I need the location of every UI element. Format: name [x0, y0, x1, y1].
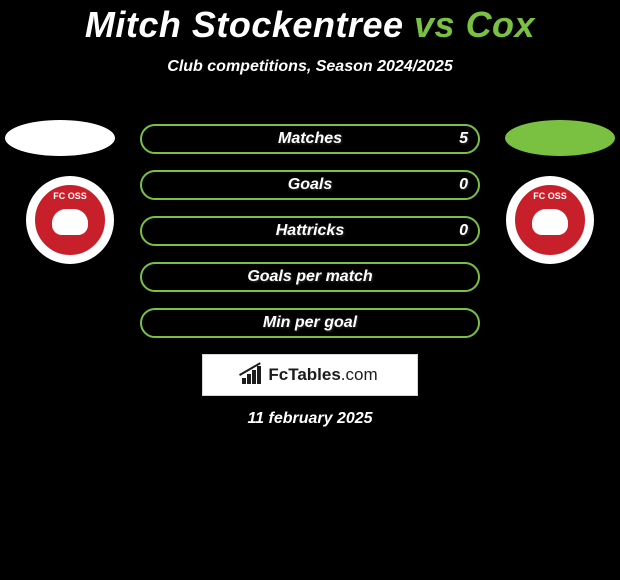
stat-row-min-per-goal: Min per goal: [140, 308, 480, 338]
subtitle: Club competitions, Season 2024/2025: [0, 58, 620, 76]
stat-right-value: 0: [459, 222, 468, 240]
stat-label: Matches: [278, 130, 342, 148]
brand-name-text: FcTables: [268, 365, 340, 384]
stat-right-value: 0: [459, 176, 468, 194]
player2-name: Cox: [466, 4, 536, 45]
comparison-title: Mitch Stockentree vs Cox: [0, 0, 620, 46]
player1-name: Mitch Stockentree: [85, 4, 404, 45]
badge-text-right: FC OSS: [533, 191, 567, 201]
badge-bull-icon: [52, 209, 88, 235]
stat-row-goals: Goals 0: [140, 170, 480, 200]
brand-watermark: FcTables.com: [202, 354, 418, 396]
stat-right-value: 5: [459, 130, 468, 148]
stat-row-goals-per-match: Goals per match: [140, 262, 480, 292]
stats-container: Matches 5 Goals 0 Hattricks 0 Goals per …: [140, 124, 480, 354]
player1-club-logo: FC OSS: [26, 176, 114, 264]
stat-row-matches: Matches 5: [140, 124, 480, 154]
badge-bull-icon: [532, 209, 568, 235]
stat-label: Goals per match: [247, 268, 372, 286]
stat-row-hattricks: Hattricks 0: [140, 216, 480, 246]
date-text: 11 february 2025: [0, 410, 620, 428]
stat-label: Goals: [288, 176, 332, 194]
badge-text-left: FC OSS: [53, 191, 87, 201]
stat-label: Min per goal: [263, 314, 357, 332]
brand-name: FcTables.com: [268, 365, 377, 385]
vs-text: vs: [414, 4, 455, 45]
chart-icon: [242, 366, 264, 384]
stat-label: Hattricks: [276, 222, 344, 240]
player2-club-logo: FC OSS: [506, 176, 594, 264]
brand-tld: .com: [341, 365, 378, 384]
player1-ellipse: [5, 120, 115, 156]
player2-ellipse: [505, 120, 615, 156]
